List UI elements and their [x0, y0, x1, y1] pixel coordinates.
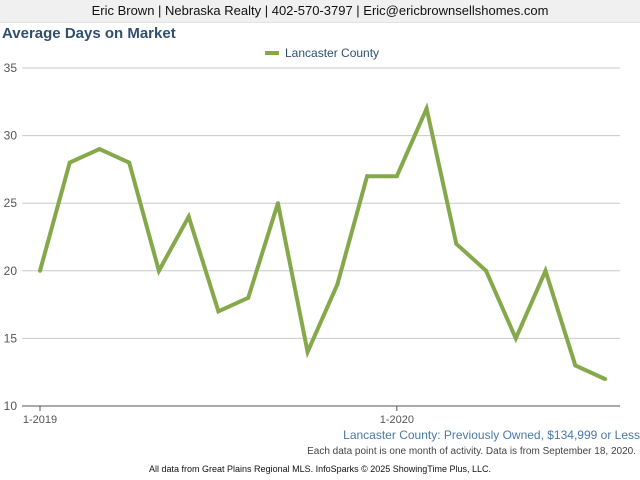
series-lancaster-county: [38, 102, 607, 381]
x-tick-label: 1-2019: [23, 414, 57, 426]
data-point: [365, 174, 370, 179]
line-chart: 10 15 20 25 30 35 1-2019 1-2020: [4, 61, 620, 426]
data-point: [573, 363, 578, 368]
y-tick-label: 20: [4, 264, 18, 278]
data-point: [186, 214, 191, 219]
data-point: [156, 268, 161, 273]
data-point: [454, 241, 459, 246]
chart-subtitle: Lancaster County: Previously Owned, $134…: [343, 428, 640, 442]
data-point: [513, 336, 518, 341]
legend-label: Lancaster County: [285, 46, 380, 60]
gridlines: [22, 67, 620, 407]
x-tick-label: 1-2020: [380, 414, 414, 426]
legend: Lancaster County: [265, 46, 379, 60]
data-point: [394, 174, 399, 179]
legend-swatch: [265, 51, 279, 55]
contact-text: Eric Brown | Nebraska Realty | 402-570-3…: [91, 3, 549, 18]
y-tick-label: 30: [4, 129, 18, 143]
data-point: [246, 295, 251, 300]
data-note: Each data point is one month of activity…: [307, 446, 636, 457]
y-tick-label: 35: [4, 61, 18, 75]
chart-title: Average Days on Market: [2, 25, 176, 42]
y-tick-label: 25: [4, 196, 18, 210]
data-point: [97, 147, 102, 152]
data-point: [67, 160, 72, 165]
footer-credit: All data from Great Plains Regional MLS.…: [149, 464, 491, 474]
y-axis-ticks: 10 15 20 25 30 35: [4, 61, 18, 413]
data-point: [543, 268, 548, 273]
y-tick-label: 10: [4, 399, 18, 413]
x-axis-ticks: 1-2019 1-2020: [23, 406, 414, 426]
data-point: [275, 201, 280, 206]
contact-header: Eric Brown | Nebraska Realty | 402-570-3…: [0, 0, 640, 23]
data-point: [424, 106, 429, 111]
data-point: [38, 268, 42, 273]
data-point: [484, 268, 489, 273]
data-point: [127, 160, 132, 165]
data-point: [335, 282, 340, 287]
y-tick-label: 15: [4, 331, 18, 345]
data-point: [603, 376, 607, 381]
data-point: [305, 349, 310, 354]
data-point: [216, 309, 221, 314]
series-line: [38, 102, 606, 381]
